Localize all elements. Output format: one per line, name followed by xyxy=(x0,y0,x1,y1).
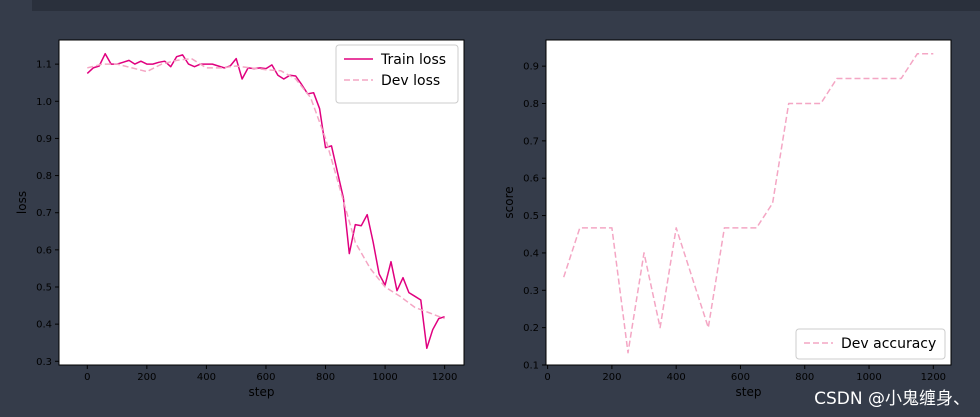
y-axis-label: loss xyxy=(15,191,29,214)
y-tick-label: 0.4 xyxy=(36,320,52,331)
loss-chart: 0 200 400 600 800 1000 1200 0.3 0.4 0.5 0.6 0.7 0.8 0… xyxy=(15,39,465,399)
y-tick-label: 0.5 xyxy=(523,211,539,222)
x-tick-label: 400 xyxy=(667,372,686,383)
x-tick-label: 800 xyxy=(795,372,814,383)
x-tick-label: 1200 xyxy=(921,372,946,383)
y-tick-label: 1.1 xyxy=(36,60,52,71)
y-tick-label: 0.9 xyxy=(36,134,52,145)
y-tick-label: 0.7 xyxy=(36,208,52,219)
y-tick-label: 0.1 xyxy=(523,361,539,372)
y-tick-label: 0.2 xyxy=(523,323,539,334)
y-tick-label: 0.6 xyxy=(36,245,52,256)
series-line-train-loss xyxy=(86,52,445,350)
y-tick-label: 0.9 xyxy=(523,62,539,73)
legend-label: Train loss xyxy=(380,52,446,68)
y-tick-label: 0.5 xyxy=(36,283,52,294)
x-tick-label: 1000 xyxy=(856,372,881,383)
y-tick-label: 0.7 xyxy=(523,136,539,147)
x-axis-label: step xyxy=(249,385,275,399)
x-tick-label: 0 xyxy=(84,372,90,383)
x-tick-label: 0 xyxy=(544,372,550,383)
y-tick-label: 1.0 xyxy=(36,97,52,108)
x-tick-label: 400 xyxy=(197,372,216,383)
x-tick-label: 600 xyxy=(256,372,275,383)
series-line-dev-loss xyxy=(87,57,445,320)
y-tick-label: 0.4 xyxy=(523,248,539,259)
x-tick-label: 200 xyxy=(137,372,156,383)
x-tick-label: 200 xyxy=(602,372,621,383)
y-tick-label: 0.8 xyxy=(523,99,539,110)
x-axis-label: step xyxy=(736,385,762,399)
plot-area xyxy=(545,39,952,366)
x-tick-label: 600 xyxy=(731,372,750,383)
y-tick-label: 0.6 xyxy=(523,174,539,185)
legend-box xyxy=(795,328,946,360)
y-axis-label: score xyxy=(502,186,516,218)
y-tick-label: 0.3 xyxy=(36,357,52,368)
x-tick-label: 800 xyxy=(316,372,335,383)
top-bar xyxy=(32,0,980,11)
legend-label: Dev accuracy xyxy=(841,336,936,352)
accuracy-chart: 0 200 400 600 800 1000 1200 0.1 0.2 0.3 0.4 0.5 0.6 0… xyxy=(502,39,952,399)
x-tick-label: 1000 xyxy=(372,372,397,383)
legend-label: Dev loss xyxy=(381,73,440,89)
watermark-text: CSDN @小鬼缠身、 xyxy=(814,389,970,409)
y-tick-label: 0.3 xyxy=(523,286,539,297)
y-tick-label: 0.8 xyxy=(36,171,52,182)
x-tick-label: 1200 xyxy=(432,372,457,383)
